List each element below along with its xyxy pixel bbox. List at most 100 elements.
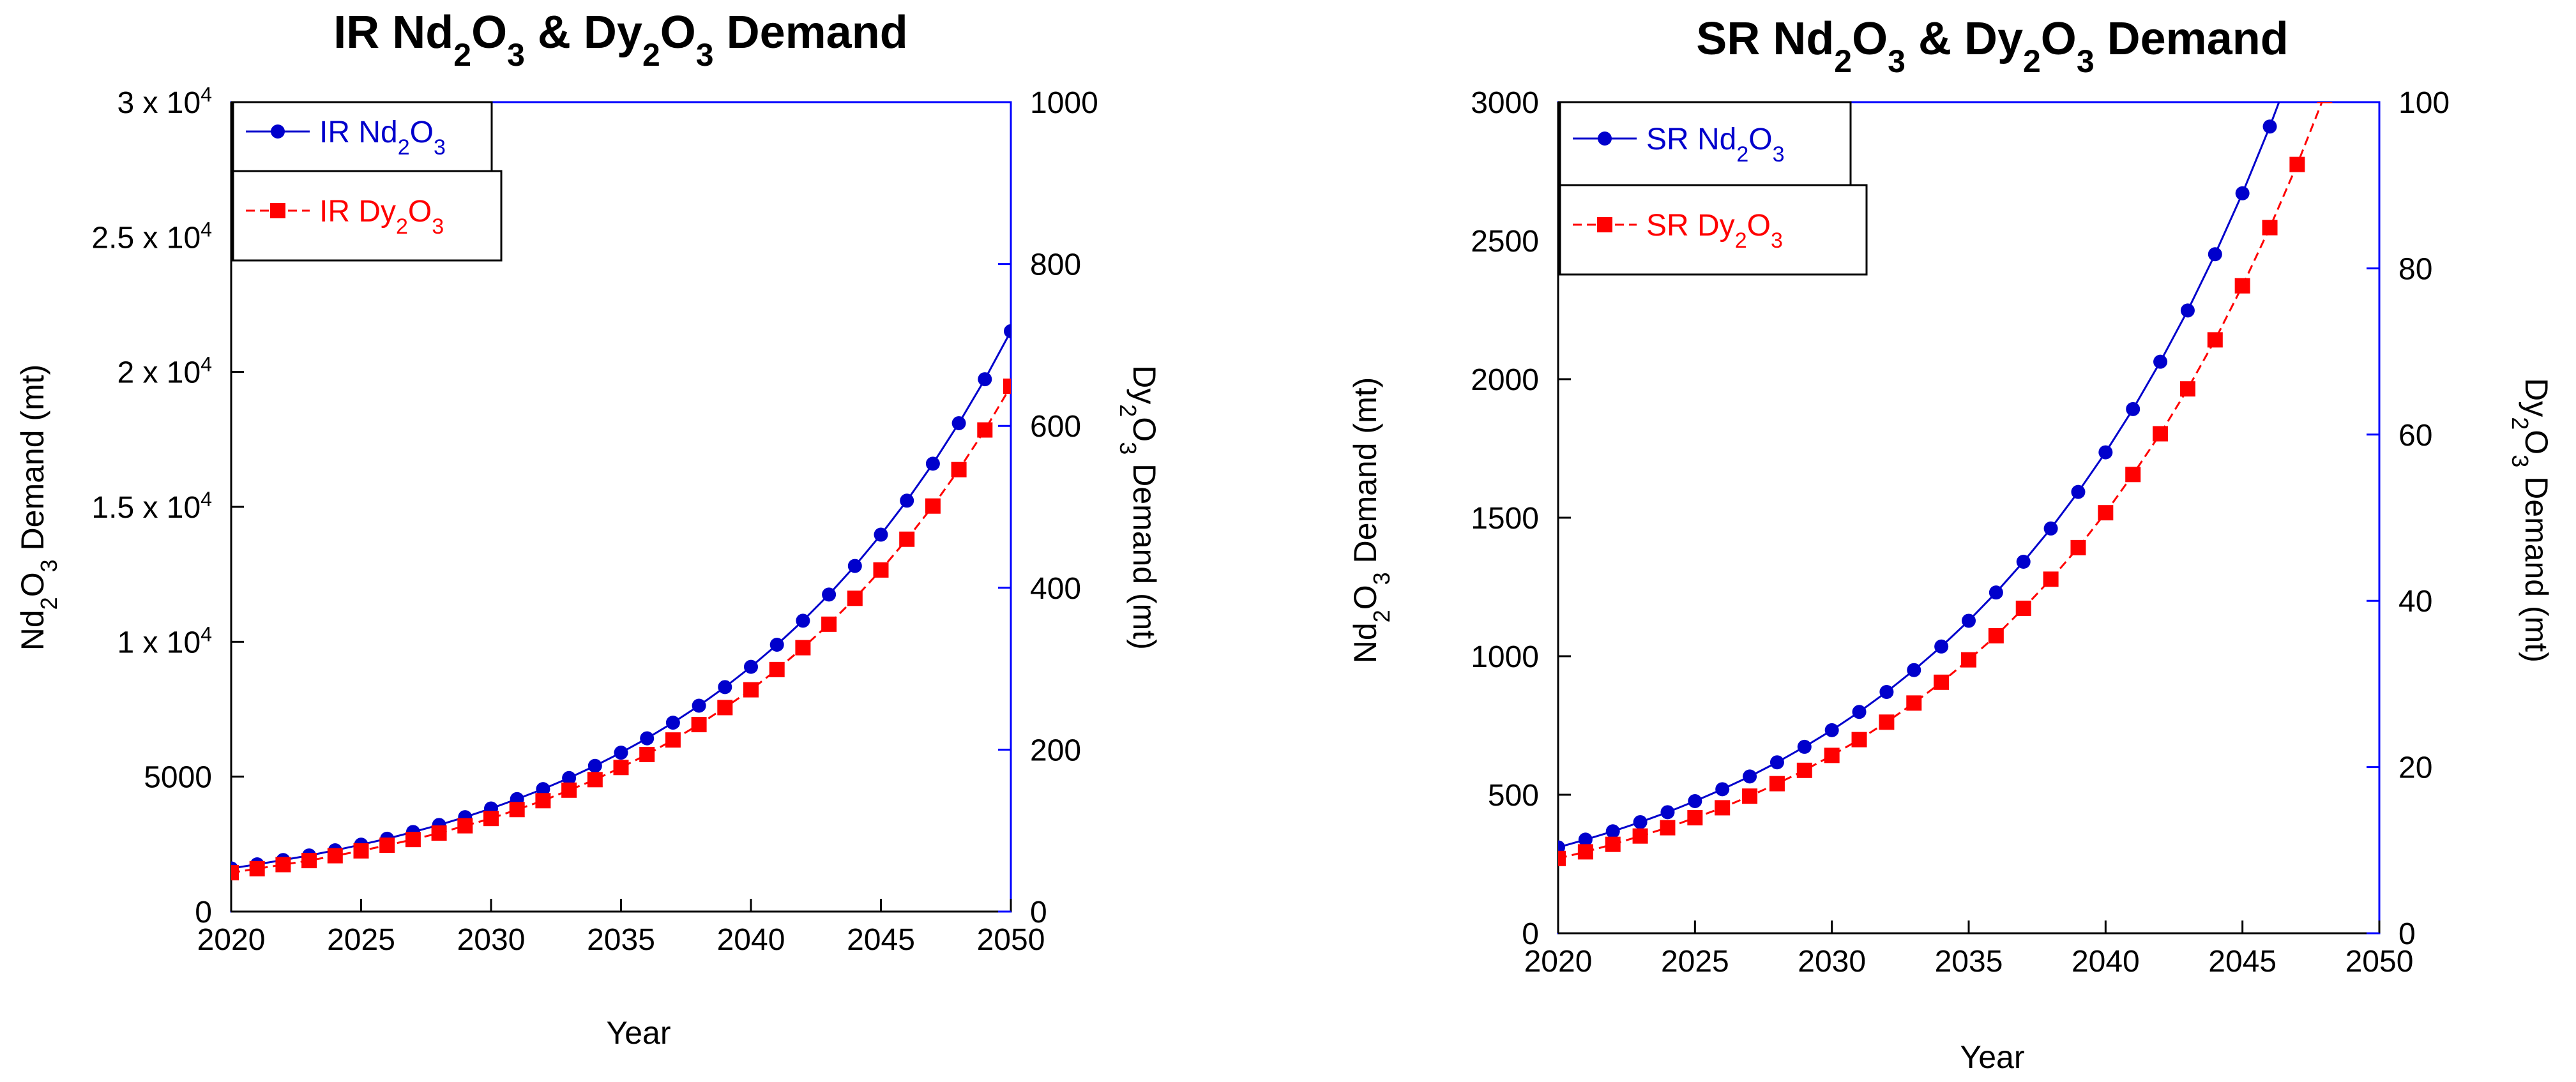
y-left-tick-label: 3 x 104 [117,83,212,120]
data-point-dy [795,640,811,656]
legend-label-part: 3 [432,214,444,239]
data-point-dy [509,802,525,818]
legend-label-part: 2 [1735,229,1747,253]
x-tick-label: 2030 [457,923,526,957]
data-point-dy [1558,850,1566,866]
y-left-tick-label: 1000 [1471,640,1539,674]
chart-title-part: & Dy [1905,13,2023,64]
y-left-axis-label: Nd2O3 Demand (mt) [1347,377,1395,664]
y-left-tick-exp: 4 [201,83,212,106]
data-point-nd [1934,639,1949,654]
x-tick-label: 2040 [717,923,785,957]
data-point-dy [639,747,655,763]
y-left-tick-text: 2500 [1471,225,1539,259]
data-point-nd [562,770,577,785]
data-point-nd [1769,755,1784,770]
data-point-dy [1796,762,1812,778]
chart-title-part: 2 [1834,43,1852,79]
legend-label-part: O [408,195,432,229]
y-left-tick-label: 3000 [1471,86,1539,120]
data-point-dy [717,700,733,716]
data-point-dy [899,531,915,547]
y-right-axis-label-part: Dy [1126,365,1162,404]
y-left-tick-label: 1.5 x 104 [91,488,212,525]
data-point-dy [2179,381,2195,397]
series-line-square [231,386,1011,874]
y-left-tick-text: 3 x 10 [117,86,201,120]
data-point-dy [1906,695,1922,711]
legend-label-part: O [1748,123,1772,156]
data-point-dy [405,832,421,848]
data-point-dy [847,590,863,606]
chart-title: SR Nd2O3 & Dy2O3 Demand [1696,13,2288,79]
data-point-nd [1605,824,1620,839]
data-point-nd [2126,402,2140,416]
y-right-tick-label: 80 [2398,252,2432,286]
chart-title-part: O [2041,13,2077,64]
y-left-tick-text: 1000 [1471,640,1539,674]
data-point-dy [951,462,967,477]
y-left-axis-label-part: 3 [36,559,62,572]
data-point-nd [796,613,810,628]
y-right-tick-label: 200 [1030,733,1081,767]
data-point-nd [1824,723,1839,737]
data-point-dy [2043,571,2059,587]
data-point-dy [2289,156,2305,172]
y-right-tick-label: 800 [1030,248,1081,282]
legend-label-part: IR Nd [319,116,398,149]
data-point-nd [769,637,784,652]
y-left-tick-exp: 4 [201,488,212,511]
y-left-axis-label-part: 2 [1368,610,1395,622]
y-left-tick-text: 0 [195,896,212,929]
y-right-tick-label: 1000 [1030,86,1098,120]
legend-entry: IR Nd2O3 [232,101,493,172]
y-right-tick-label: 0 [1030,896,1047,929]
data-point-dy [1742,788,1758,804]
y-left-tick-text: 2 x 10 [117,356,201,390]
data-point-dy [1934,674,1950,690]
data-point-dy [613,760,629,776]
data-point-nd [1989,585,2003,600]
data-point-dy [1687,810,1703,826]
y-right-axis-label-part: Demand (mt) [1126,455,1162,650]
y-left-tick-text: 2000 [1471,363,1539,397]
y-left-axis-label-part: O [1347,585,1383,610]
data-point-dy [1660,820,1676,836]
y-left-axis-label-part: 2 [36,597,62,610]
data-point-dy [1961,652,1976,668]
x-axis-label: Year [1960,1039,2024,1075]
chart-title-part: 3 [2077,43,2095,79]
series-line-circle [231,331,1011,869]
data-point-dy [1632,828,1648,844]
x-tick-label: 2050 [977,923,1045,957]
data-point-nd [1907,663,1921,677]
y-left-tick-text: 1500 [1471,502,1539,536]
legend-label: IR Nd2O3 [319,116,446,160]
y-left-axis-label-part: Nd [1347,622,1383,663]
y-right-axis-label-part: Demand (mt) [2519,467,2554,663]
data-point-dy [561,782,577,798]
y-left-tick-exp: 4 [201,353,212,376]
y-left-tick-label: 0 [1522,917,1539,951]
y-left-tick-text: 0 [1522,917,1539,951]
legend-label-part: 2 [396,214,408,239]
data-point-nd [1852,705,1867,719]
x-tick-label: 2045 [847,923,915,957]
legend-label: SR Nd2O3 [1646,123,1785,167]
legend-marker [270,203,285,218]
chart-title-part: O [660,7,696,58]
data-point-dy [483,811,499,827]
data-point-nd [587,758,602,773]
data-point-nd [925,456,940,471]
legend-label-part: O [1747,209,1771,243]
data-point-nd [1962,613,1976,628]
data-point-dy [301,853,317,869]
data-point-nd [640,731,655,746]
data-point-nd [692,698,706,713]
data-point-dy [327,848,343,864]
y-left-tick-text: 1 x 10 [117,626,201,659]
data-point-nd [2098,445,2113,460]
chart-1: 2020 2025 2030 2035 2040 2045 2050050010001500… [1347,13,2554,1075]
data-point-nd [1743,769,1757,784]
